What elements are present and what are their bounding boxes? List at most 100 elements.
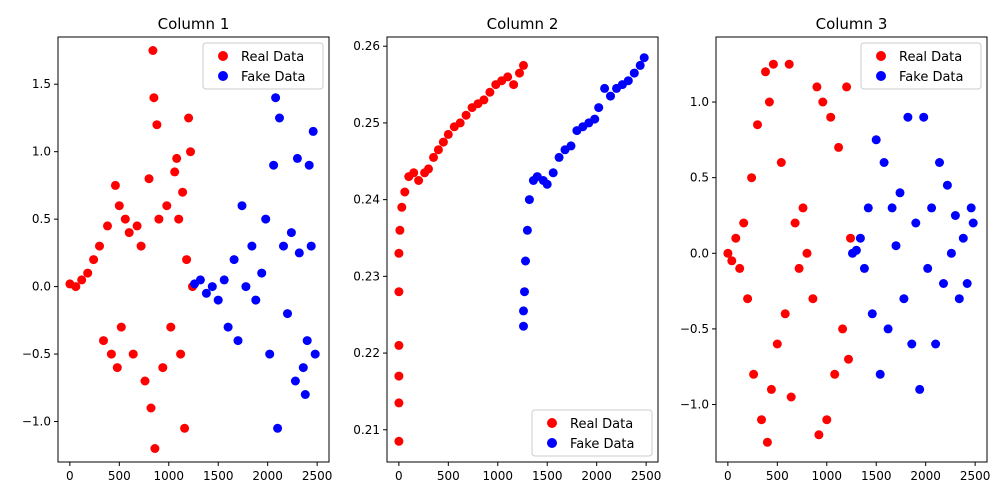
data-point <box>233 336 243 346</box>
data-point <box>99 336 108 346</box>
data-point <box>723 248 733 258</box>
legend-label: Real Data <box>899 50 962 65</box>
data-point <box>283 309 292 319</box>
legend: Real Data Fake Data <box>202 42 324 90</box>
data-point <box>394 340 404 350</box>
data-point <box>162 201 172 211</box>
data-point <box>172 153 182 163</box>
axes-frame <box>57 36 330 463</box>
data-point <box>509 80 519 90</box>
data-point <box>397 202 407 212</box>
data-point <box>152 120 162 130</box>
data-point <box>548 168 558 178</box>
data-point <box>247 241 257 251</box>
legend-marker <box>547 438 557 448</box>
data-point <box>400 187 410 197</box>
chart-panel-2: Column 2 0 500 1000 1500 2000 2500 0.21 0.22 0.23… <box>353 15 661 483</box>
data-point <box>207 282 217 292</box>
data-point <box>519 306 528 316</box>
data-point <box>875 369 885 379</box>
x-tick-label: 0 <box>395 469 403 483</box>
data-point <box>887 203 897 213</box>
y-tick-label: 0.25 <box>353 116 380 130</box>
data-point <box>294 248 304 258</box>
data-point <box>116 322 126 332</box>
y-tick-label: 1.0 <box>32 145 51 159</box>
data-point <box>520 287 529 297</box>
legend-marker <box>876 71 886 81</box>
x-tick-label: 1500 <box>861 469 892 483</box>
x-tick-label: 2500 <box>960 469 991 483</box>
series-real-data <box>394 60 528 446</box>
x-tick-label: 2000 <box>581 469 612 483</box>
data-point <box>594 103 604 113</box>
data-point <box>903 112 913 122</box>
data-point <box>867 309 877 319</box>
data-point <box>71 282 81 292</box>
data-point <box>519 60 528 70</box>
data-point <box>871 135 881 145</box>
data-point <box>237 201 247 211</box>
data-point <box>822 415 832 425</box>
data-point <box>919 112 929 122</box>
data-point <box>77 275 87 285</box>
data-point <box>768 59 778 69</box>
x-tick-label: 1500 <box>532 469 563 483</box>
series-fake-data <box>519 53 649 331</box>
legend: Real Data Fake Data <box>531 409 653 457</box>
y-tick-label: 1.5 <box>32 77 51 91</box>
data-point <box>128 349 138 359</box>
data-point <box>776 158 786 167</box>
y-tick-label: 1.0 <box>690 95 709 109</box>
chart-panel-3: Column 3 0 500 1000 1500 2000 2500 −1.0 −0.5 0.0 0… <box>680 15 991 483</box>
data-point <box>310 349 320 359</box>
data-point <box>176 349 186 359</box>
data-point <box>112 363 122 373</box>
data-point <box>300 390 310 399</box>
y-tick-label: 0.22 <box>353 346 380 360</box>
x-tick-label: 1500 <box>203 469 234 483</box>
data-point <box>784 59 794 69</box>
data-point <box>158 363 168 373</box>
data-point <box>747 173 757 183</box>
data-point <box>859 263 869 273</box>
data-point <box>229 255 239 265</box>
data-point <box>863 203 873 213</box>
y-tick-label: 0.26 <box>353 39 380 53</box>
data-point <box>433 145 443 155</box>
data-point <box>257 268 267 278</box>
data-point <box>923 263 933 273</box>
data-point <box>780 309 790 319</box>
data-point <box>542 179 552 189</box>
data-point <box>114 201 124 211</box>
data-point <box>485 87 495 97</box>
data-point <box>149 93 159 103</box>
data-point <box>911 218 921 228</box>
data-point <box>554 152 564 162</box>
legend-box <box>531 409 653 457</box>
data-point <box>394 287 404 297</box>
y-tick-label: 0.24 <box>353 193 380 207</box>
legend-box <box>202 42 324 90</box>
data-point <box>968 218 978 228</box>
data-point <box>851 245 861 255</box>
data-point <box>522 225 532 235</box>
legend-marker <box>876 51 886 61</box>
data-point <box>186 147 195 157</box>
data-point <box>846 233 855 243</box>
data-point <box>950 211 960 220</box>
y-tick-label: 0.5 <box>32 212 51 226</box>
data-point <box>269 160 279 170</box>
data-point <box>735 263 745 273</box>
data-point <box>743 294 753 304</box>
data-point <box>120 214 130 224</box>
y-tick-label: −0.5 <box>680 322 709 336</box>
data-point <box>136 241 146 251</box>
data-point <box>590 114 600 124</box>
data-point <box>808 294 818 304</box>
data-point <box>241 282 251 292</box>
data-point <box>279 241 288 251</box>
data-point <box>265 349 275 359</box>
data-point <box>429 152 438 162</box>
data-point <box>838 324 848 334</box>
